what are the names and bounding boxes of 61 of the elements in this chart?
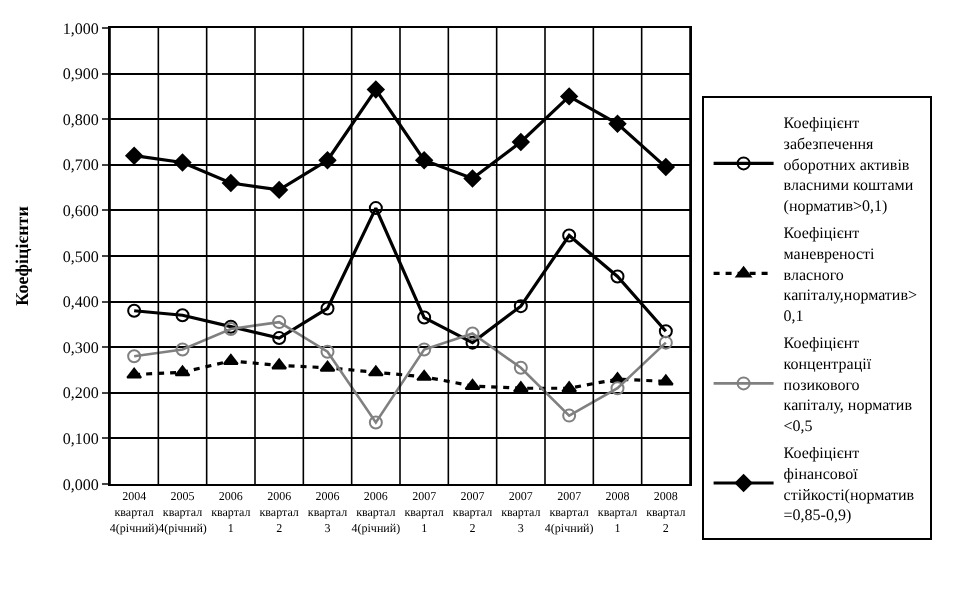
point <box>272 315 287 330</box>
point <box>367 365 384 377</box>
legend-label: Коефіцієнт фінансової стійкості(норматив =0,85-0,9) <box>783 444 915 525</box>
point <box>270 181 288 199</box>
y-tick-label: 0,700 <box>62 156 99 175</box>
y-axis-title: Коефіцієнти <box>11 206 32 306</box>
point <box>175 342 190 357</box>
point <box>320 301 335 316</box>
point <box>561 381 578 393</box>
point <box>610 269 625 284</box>
point <box>367 80 385 99</box>
point <box>126 367 143 379</box>
point <box>272 331 287 346</box>
y-tick-label: 0,400 <box>62 293 99 312</box>
point <box>512 133 530 151</box>
point <box>125 146 143 165</box>
y-tick-label: 0,200 <box>62 384 99 403</box>
point <box>608 114 627 133</box>
point <box>127 303 142 318</box>
y-tick-label: 0,000 <box>62 475 99 494</box>
point <box>320 344 335 359</box>
point <box>465 326 480 341</box>
point <box>417 310 432 325</box>
point <box>465 335 480 350</box>
y-tick-label: 1,000 <box>62 19 99 38</box>
point <box>512 381 529 393</box>
y-tick-label: 0,100 <box>62 430 99 448</box>
point <box>513 299 528 314</box>
legend-label: Коефіцієнт концентрації позикового капіталу, норматив <0,5 <box>783 334 913 436</box>
y-tick-label: 0,800 <box>62 110 99 129</box>
point <box>173 153 192 172</box>
y-tick-label: 0,600 <box>62 202 99 220</box>
point <box>318 151 337 170</box>
legend-label: Коефіцієнт забезпечення оборотних активів власними коштами (норматив>0,1) <box>783 114 915 216</box>
point <box>417 342 432 357</box>
y-tick-label: 0,900 <box>62 65 99 84</box>
point <box>319 360 336 372</box>
point <box>464 378 481 390</box>
y-tick-label: 0,500 <box>62 247 99 266</box>
point <box>174 365 191 377</box>
point <box>463 169 482 188</box>
point <box>513 360 528 375</box>
point <box>562 408 577 423</box>
point <box>222 353 239 365</box>
point <box>271 358 288 370</box>
legend-label: Коефіцієнт маневреності власного капіталу,норматив> 0,1 <box>783 224 918 326</box>
point <box>368 415 383 430</box>
point <box>610 381 625 396</box>
y-tick-label: 0,300 <box>62 338 99 357</box>
point <box>658 324 673 339</box>
point <box>657 374 674 386</box>
point <box>562 228 577 243</box>
point <box>658 335 673 350</box>
point <box>127 349 142 364</box>
point <box>175 308 190 323</box>
point <box>222 174 240 192</box>
point <box>416 369 433 381</box>
point <box>560 87 578 106</box>
point <box>368 201 383 216</box>
point <box>657 158 675 176</box>
point <box>415 151 433 170</box>
